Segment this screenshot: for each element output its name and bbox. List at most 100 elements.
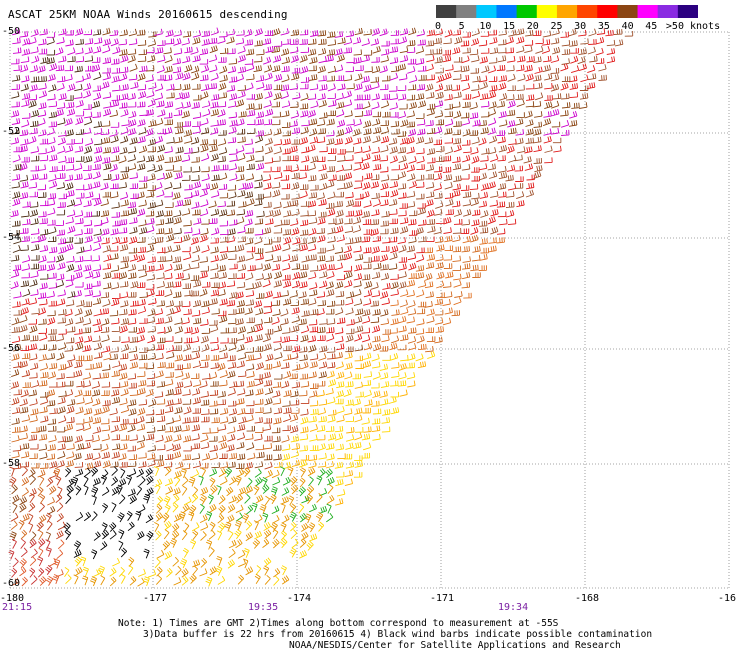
wind-barb [408, 101, 418, 110]
wind-barb [507, 73, 516, 82]
lat-label: -50 [2, 26, 21, 37]
wind-barb [128, 408, 137, 416]
wind-barb [21, 99, 30, 108]
wind-barb [281, 453, 291, 461]
wind-barb [200, 127, 210, 135]
wind-barb [10, 381, 20, 389]
wind-barb [119, 244, 129, 252]
wind-barb [84, 397, 94, 405]
wind-barb [460, 74, 470, 82]
wind-barb [353, 163, 362, 171]
wind-barb [155, 353, 164, 361]
wind-barb [145, 65, 155, 72]
wind-barb [21, 466, 28, 477]
wind-barb [145, 417, 155, 424]
wind-barb [11, 397, 20, 406]
wind-barb [100, 292, 110, 299]
wind-barb [265, 469, 273, 479]
wind-barb [379, 363, 389, 371]
wind-barb [399, 28, 409, 36]
wind-barb [148, 31, 157, 38]
wind-barb [102, 460, 111, 469]
wind-barb [289, 83, 299, 91]
wind-barb [253, 520, 259, 531]
wind-barb [83, 200, 92, 208]
wind-barb [218, 57, 227, 63]
wind-barb [451, 310, 461, 317]
wind-barb [417, 39, 426, 46]
wind-barb [29, 191, 38, 198]
wind-barb [92, 318, 101, 326]
wind-barb [263, 83, 272, 91]
wind-barb [550, 83, 560, 92]
wind-barb [498, 172, 508, 180]
wind-barb [353, 137, 362, 145]
wind-barb [84, 117, 93, 126]
wind-barb [542, 64, 551, 73]
wind-barb [236, 299, 246, 308]
wind-barb [127, 564, 134, 575]
wind-barb [83, 335, 93, 343]
wind-barb [408, 272, 417, 279]
wind-barb [380, 318, 390, 326]
wind-barb [427, 351, 436, 360]
wind-barb [506, 145, 515, 154]
wind-barb [481, 65, 490, 74]
wind-barb [228, 416, 237, 424]
wind-barb [343, 90, 352, 99]
wind-barb [343, 389, 352, 398]
wind-barb [398, 372, 407, 380]
wind-barb [254, 236, 263, 245]
wind-barb [75, 316, 84, 324]
wind-barb [363, 120, 372, 128]
wind-barb [102, 364, 111, 371]
wind-barb [209, 389, 219, 396]
wind-barb [229, 148, 238, 155]
wind-barb [191, 146, 200, 154]
wind-barb [74, 435, 83, 443]
wind-barb [147, 202, 156, 209]
wind-barb [255, 407, 264, 414]
wind-barb [264, 91, 273, 99]
wind-barb [138, 452, 147, 459]
wind-barb [218, 435, 227, 443]
wind-barb [508, 127, 517, 135]
wind-barb [38, 433, 48, 441]
wind-barb [157, 256, 166, 263]
wind-barb [328, 174, 337, 181]
wind-barb [352, 37, 362, 45]
wind-barb [102, 503, 109, 514]
wind-barb [127, 101, 137, 108]
wind-barb [345, 146, 355, 153]
wind-barb [164, 119, 173, 126]
wind-barb [316, 308, 325, 316]
wind-barb [166, 234, 175, 243]
wind-barb [211, 417, 220, 424]
wind-barb [205, 576, 213, 587]
wind-barb [47, 310, 56, 317]
wind-barb [164, 263, 173, 272]
wind-barb [74, 163, 83, 171]
wind-barb [354, 175, 364, 182]
wind-barb [175, 92, 184, 100]
wind-barb [326, 333, 335, 342]
wind-barb [211, 190, 220, 198]
wind-barb [93, 362, 103, 369]
wind-barb [136, 415, 145, 424]
wind-barb [172, 84, 182, 91]
wind-barb [21, 414, 31, 423]
wind-barb [157, 326, 166, 334]
wind-barb [210, 337, 219, 344]
wind-barb [76, 397, 85, 405]
wind-barb [166, 567, 173, 578]
wind-barb [31, 427, 40, 433]
wind-barb [91, 435, 100, 443]
wind-barb [229, 291, 238, 299]
wind-barb [364, 280, 373, 289]
wind-barb [354, 83, 363, 91]
wind-barb [496, 130, 506, 136]
wind-barb [307, 236, 317, 244]
wind-barb [48, 101, 58, 108]
wind-barb [111, 486, 120, 496]
wind-barb [182, 199, 192, 207]
